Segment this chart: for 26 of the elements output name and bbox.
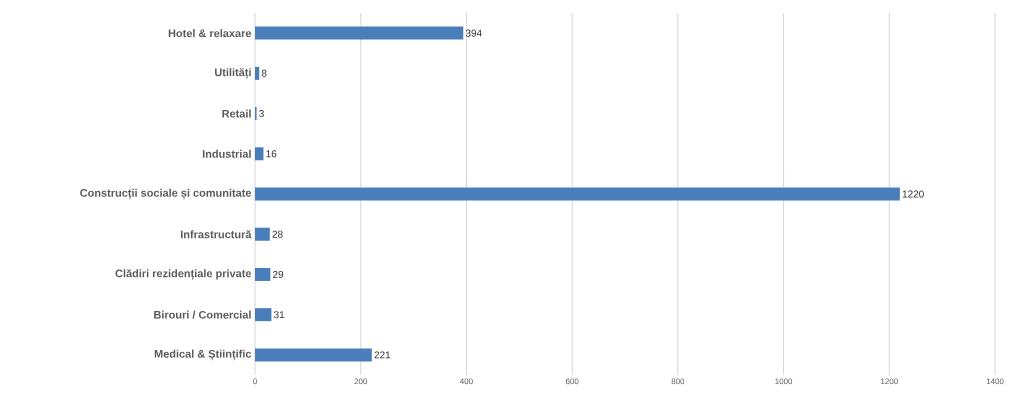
y-tick-label: Infrastructură bbox=[180, 230, 252, 239]
bar bbox=[255, 147, 264, 161]
y-tick-label: Utilități bbox=[215, 68, 251, 79]
data-label: 3 bbox=[259, 110, 264, 118]
data-label: 29 bbox=[273, 270, 284, 278]
bar bbox=[255, 26, 464, 40]
y-tick-label: Clădiri rezidențiale private bbox=[115, 269, 252, 280]
bar bbox=[255, 267, 271, 281]
data-label: 394 bbox=[465, 29, 482, 37]
bar bbox=[255, 187, 900, 201]
y-tick-label: Hotel & relaxare bbox=[168, 29, 252, 38]
data-label: 16 bbox=[266, 150, 277, 158]
y-tick-label: Construcții sociale și comunitate bbox=[80, 188, 252, 200]
bar bbox=[255, 227, 270, 241]
data-label: 221 bbox=[374, 351, 391, 359]
bar bbox=[255, 308, 272, 322]
bar bbox=[255, 66, 260, 80]
y-tick-label: Retail bbox=[222, 109, 251, 118]
bar bbox=[255, 348, 372, 362]
data-label: 8 bbox=[261, 69, 267, 77]
y-tick-label: Birouri / Comercial bbox=[154, 310, 251, 319]
data-label: 28 bbox=[272, 230, 283, 238]
y-tick-label: Industrial bbox=[202, 149, 251, 158]
y-tick-label: Medical & Științific bbox=[154, 349, 252, 361]
data-label: 1220 bbox=[902, 190, 924, 198]
data-label: 31 bbox=[273, 311, 285, 319]
